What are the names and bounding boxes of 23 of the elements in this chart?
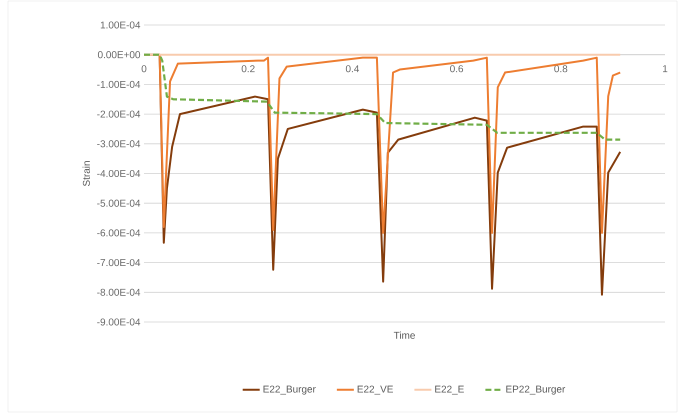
x-tick-label: 0: [142, 65, 146, 72]
x-tick-label: 0.8: [554, 65, 568, 72]
legend-label: EP22_Burger: [506, 386, 566, 395]
y-tick-label: -4.00E-04: [97, 170, 140, 178]
y-tick-label: -3.00E-04: [97, 140, 140, 148]
y-tick-label: -8.00E-04: [97, 288, 140, 296]
y-tick-label: -7.00E-04: [97, 259, 140, 266]
y-tick-label: 1.00E-04: [100, 21, 140, 29]
y-tick-label: -5.00E-04: [97, 200, 140, 207]
legend-label: E22_E: [435, 386, 464, 395]
y-tick-label: 0.00E+00: [98, 51, 140, 58]
x-tick-label: 0.4: [346, 65, 360, 72]
y-tick-label: -2.00E-04: [97, 110, 140, 118]
y-tick-label: -6.00E-04: [97, 229, 140, 236]
x-tick-label: 0.6: [450, 65, 464, 72]
y-axis-title: Strain: [82, 161, 90, 186]
x-tick-label: 1: [663, 65, 668, 72]
legend-label: E22_VE: [358, 386, 393, 395]
x-tick-label: 0.2: [242, 65, 255, 72]
legend-label: E22_Burger: [264, 386, 316, 395]
x-axis-title: Time: [394, 332, 415, 339]
y-tick-label: -9.00E-04: [97, 318, 140, 326]
y-tick-label: -1.00E-04: [97, 80, 140, 88]
